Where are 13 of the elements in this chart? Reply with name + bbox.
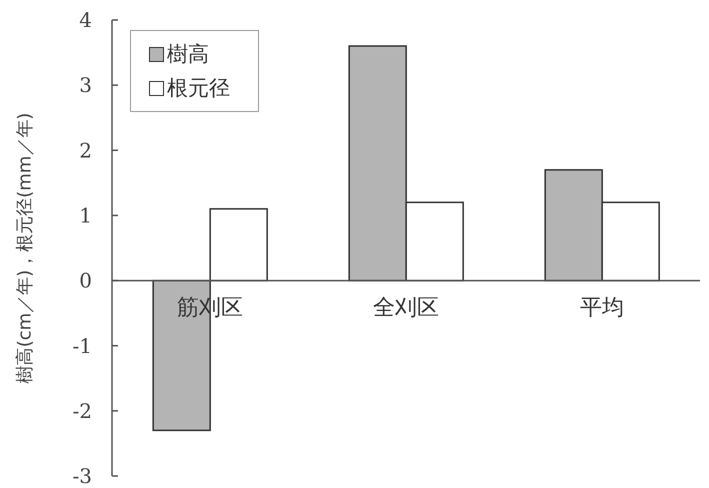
y-axis-title: 樹高(cm／年)，根元径(mm／年) <box>14 112 36 384</box>
y-tick-label: 4 <box>79 8 92 32</box>
y-tick-label: 0 <box>79 268 92 293</box>
y-tick-label: -2 <box>72 398 92 423</box>
y-tick-label: 2 <box>79 138 92 162</box>
x-tick-label: 全刈区 <box>373 296 439 321</box>
legend-label: 樹高 <box>167 41 209 68</box>
y-tick-label: 1 <box>79 204 92 228</box>
legend-label: 根元径 <box>167 75 230 102</box>
y-tick-label: -1 <box>72 334 92 358</box>
x-tick-label: 平均 <box>580 296 624 321</box>
y-tick-label: 3 <box>79 73 92 98</box>
y-tick-label: -3 <box>72 464 92 488</box>
